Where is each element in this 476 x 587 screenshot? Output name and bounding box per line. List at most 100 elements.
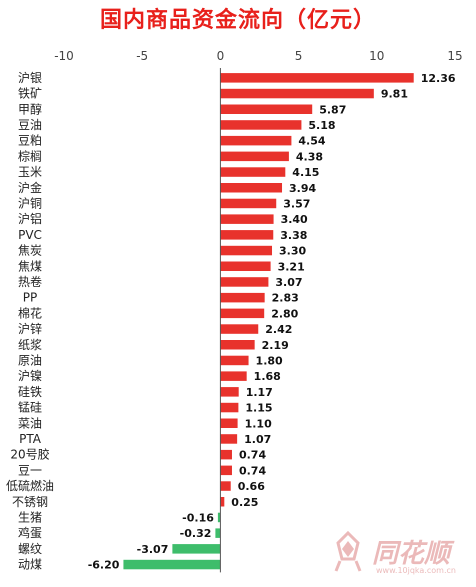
- x-axis-ticks: -10 -5 0 5 10 15: [54, 49, 462, 63]
- category-label: 沪银: [18, 71, 42, 85]
- bar: [220, 135, 292, 146]
- category-label: 低硫燃油: [6, 478, 54, 493]
- flower-logo-icon: [334, 530, 362, 572]
- value-label: 1.07: [244, 433, 271, 446]
- category-label: 甲醇: [18, 101, 42, 116]
- category-label: PP: [23, 291, 37, 305]
- bar: [220, 167, 286, 177]
- value-label: 3.07: [275, 276, 302, 289]
- bar: [220, 434, 238, 444]
- value-label: 2.19: [262, 339, 289, 352]
- bar: [220, 230, 274, 240]
- value-label: 3.94: [289, 182, 316, 195]
- value-label: -3.07: [137, 543, 169, 556]
- watermark-brand: 同花顺: [372, 539, 451, 569]
- category-label: 豆一: [18, 463, 42, 477]
- value-label: 3.57: [283, 197, 310, 210]
- value-label: 3.40: [281, 213, 308, 226]
- bar: [220, 277, 269, 287]
- bar: [220, 151, 289, 162]
- value-label: 1.17: [246, 386, 273, 399]
- value-label: -0.32: [180, 527, 212, 540]
- bar: [220, 308, 265, 319]
- category-label: 螺纹: [18, 542, 42, 556]
- value-label: 5.87: [319, 103, 346, 116]
- value-label: 1.80: [256, 354, 283, 367]
- category-label: 动煤: [18, 558, 42, 572]
- bar: [220, 292, 265, 303]
- value-labels: 12.36 9.81 5.87 5.18 4.54 4.38 4.15 3.94 3.57 3.4…: [88, 72, 456, 572]
- x-tick-label: 15: [447, 49, 462, 63]
- value-label: 0.25: [231, 496, 258, 509]
- category-label: 棕榈: [18, 148, 42, 163]
- bar: [220, 340, 255, 350]
- category-label: 不锈钢: [12, 495, 48, 509]
- category-label: 纸浆: [18, 337, 42, 352]
- value-label: 3.30: [279, 245, 306, 258]
- value-label: 0.74: [239, 449, 266, 462]
- value-label: 0.66: [238, 480, 265, 493]
- value-label: 12.36: [421, 72, 456, 85]
- bar: [220, 371, 247, 381]
- category-label: 20号胶: [10, 447, 49, 462]
- category-label: 豆粕: [18, 133, 42, 148]
- value-label: 0.74: [239, 464, 266, 477]
- x-tick-label: 5: [295, 49, 303, 63]
- category-label: 沪铜: [18, 195, 42, 210]
- value-label: 4.54: [298, 135, 325, 148]
- bar: [220, 88, 374, 99]
- bar: [220, 120, 302, 130]
- category-label: 焦煤: [18, 259, 42, 273]
- value-label: 1.15: [245, 402, 272, 415]
- category-label: PTA: [19, 432, 42, 446]
- category-label: 热卷: [18, 274, 42, 289]
- bar: [220, 481, 231, 491]
- category-label: 鸡蛋: [18, 525, 42, 540]
- value-label: 5.18: [308, 119, 335, 132]
- value-label: -6.20: [88, 559, 120, 572]
- value-label: 4.38: [296, 150, 323, 163]
- category-label: 沪金: [18, 180, 42, 195]
- x-tick-label: 10: [369, 49, 384, 63]
- bar: [220, 324, 259, 334]
- bar: [220, 387, 239, 397]
- category-label: 硅铁: [18, 385, 42, 399]
- category-label: 玉米: [18, 165, 42, 179]
- bar: [220, 418, 238, 428]
- value-label: 3.38: [280, 229, 307, 242]
- value-label: 2.83: [272, 292, 299, 305]
- category-label: 沪锌: [18, 322, 42, 336]
- bar: [220, 198, 277, 209]
- category-label: 豆油: [18, 118, 42, 132]
- value-label: 1.68: [254, 370, 281, 383]
- bar: [220, 73, 414, 83]
- bars: [123, 73, 414, 570]
- watermark-url: www.10jqka.com.cn: [376, 566, 456, 575]
- bar: [220, 465, 232, 476]
- value-label: -0.16: [182, 511, 214, 524]
- bar: [220, 214, 274, 224]
- category-label: 焦炭: [18, 244, 42, 258]
- category-label: 生猪: [18, 510, 42, 524]
- x-tick-label: 0: [217, 49, 225, 63]
- bar: [215, 528, 221, 538]
- value-label: 9.81: [381, 88, 408, 101]
- value-label: 4.15: [292, 166, 319, 179]
- x-tick-label: -10: [54, 49, 74, 63]
- bar: [217, 512, 221, 523]
- category-label: PVC: [18, 228, 42, 242]
- bar: [220, 104, 313, 114]
- x-tick-label: -5: [136, 49, 148, 63]
- category-label: 原油: [18, 353, 42, 367]
- category-label: 锰硅: [18, 400, 42, 415]
- bar: [123, 559, 221, 570]
- bar: [220, 449, 232, 460]
- bar: [172, 544, 221, 554]
- category-label: 菜油: [18, 416, 42, 430]
- bar: [220, 245, 273, 256]
- value-label: 2.42: [265, 323, 292, 336]
- category-label: 沪镍: [18, 369, 42, 383]
- bar: [220, 355, 249, 366]
